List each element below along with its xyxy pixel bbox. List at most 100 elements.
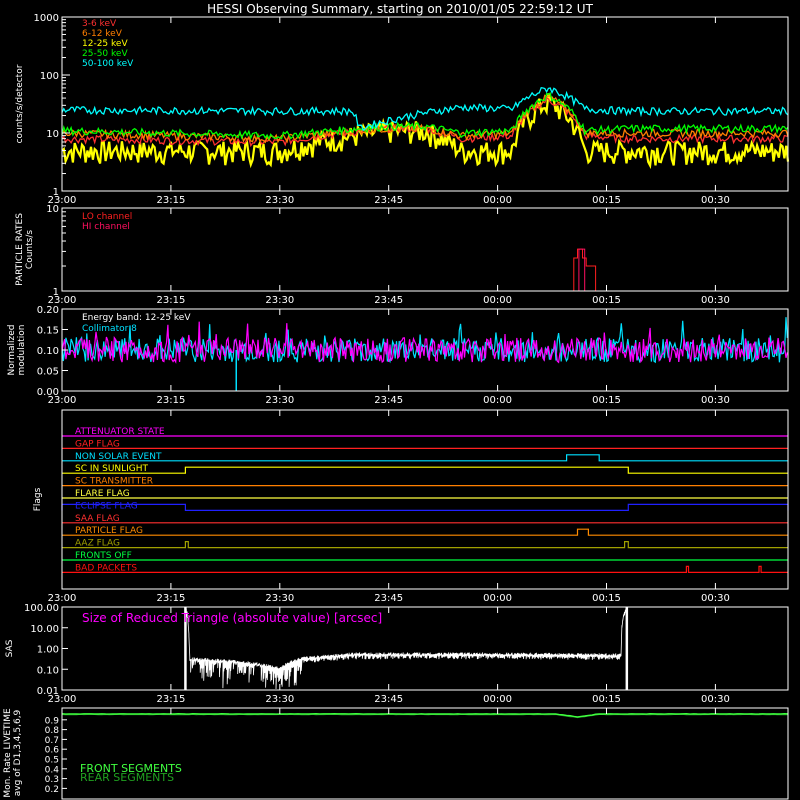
flag-line-PARTICLE-FLAG bbox=[62, 528, 788, 536]
legend-entry-LO-channel: LO channel bbox=[82, 212, 132, 222]
flags-ylabel: Flags bbox=[33, 487, 43, 511]
sas-trace bbox=[185, 607, 627, 690]
modulation-panel: 0.00 0.05 0.10 0.15 0.20 Normalizedmodulation… bbox=[7, 305, 789, 406]
modulation-ytick-label: 0.15 bbox=[37, 326, 59, 337]
sas-ylabel: SAS bbox=[5, 639, 15, 657]
count-rates-xtick-label: 23:30 bbox=[265, 195, 294, 206]
chart-title: HESSI Observing Summary, starting on 201… bbox=[207, 2, 593, 16]
flag-label-ECLIPSE-FLAG: ECLIPSE FLAG bbox=[75, 501, 138, 511]
modulation-xtick-label: 23:30 bbox=[265, 395, 294, 406]
count-rates-xtick-label: 00:15 bbox=[592, 195, 621, 206]
livetime-ytick-label: 0.8 bbox=[45, 726, 60, 736]
flags-xtick-label: 00:30 bbox=[701, 593, 730, 604]
series-line-FRONT-SEGMENTS bbox=[61, 712, 789, 718]
sas-xtick-label: 00:00 bbox=[483, 694, 512, 705]
flag-label-SC-IN-SUNLIGHT: SC IN SUNLIGHT bbox=[75, 464, 149, 474]
particle-rates-frame bbox=[61, 207, 789, 292]
particle-rates-xtick-label: 23:30 bbox=[265, 295, 294, 306]
count-rates-ytick-label: 100 bbox=[40, 71, 59, 82]
series-line-12-25-keV bbox=[61, 93, 790, 170]
count-rates-xtick-label: 00:30 bbox=[701, 195, 730, 206]
livetime-ytick-label: 0.7 bbox=[45, 736, 59, 746]
flag-label-FRONTS-OFF: FRONTS OFF bbox=[75, 551, 132, 561]
particle-rates-xtick-label: 00:15 bbox=[592, 295, 621, 306]
modulation-xtick-label: 23:00 bbox=[48, 395, 77, 406]
particle-rates-xtick-label: 23:45 bbox=[374, 295, 403, 306]
flag-label-PARTICLE-FLAG: PARTICLE FLAG bbox=[75, 526, 143, 536]
flags-frame bbox=[61, 409, 789, 590]
flags-xtick-label: 23:30 bbox=[265, 593, 294, 604]
modulation-xtick-label: 00:15 bbox=[592, 395, 621, 406]
particle-rates-ytick-label: 10 bbox=[46, 204, 59, 215]
count-rates-xtick-label: 23:45 bbox=[374, 195, 403, 206]
series-line-25-50-keV bbox=[61, 92, 789, 141]
sas-xtick-label: 23:30 bbox=[265, 694, 294, 705]
livetime-ytick-label: 0.3 bbox=[45, 775, 59, 785]
series-line-HI-channel bbox=[62, 248, 788, 292]
flag-label-GAP-FLAG: GAP FLAG bbox=[75, 439, 120, 449]
modulation-ylabel: Normalizedmodulation bbox=[7, 324, 27, 375]
flags-panel: ATTENUATOR STATE GAP FLAG NON SOLAR EVENT S… bbox=[33, 409, 789, 604]
modulation-ytick-label: 0.20 bbox=[37, 305, 59, 316]
legend-entry-12-25-keV: 12-25 keV bbox=[82, 39, 128, 49]
legend-entry-FRONT-SEGMENTS: FRONT SEGMENTS bbox=[80, 762, 182, 775]
sas-panel: 0.01 0.10 1.00 10.00 100.00 SAS 23:00 23:15 23:3… bbox=[5, 603, 789, 705]
series-line-LO-channel bbox=[62, 248, 788, 292]
flag-label-SAA-FLAG: SAA FLAG bbox=[75, 514, 120, 524]
livetime-ytick-label: 0.6 bbox=[45, 746, 60, 756]
count-rates-xtick-label: 23:00 bbox=[48, 195, 77, 206]
legend-entry-HI-channel: HI channel bbox=[82, 222, 130, 232]
flags-xtick-label: 23:00 bbox=[48, 593, 77, 604]
sas-ytick-label: 0.10 bbox=[37, 665, 59, 676]
flag-line-ECLIPSE-FLAG bbox=[61, 503, 789, 511]
modulation-ytick-label: 0.00 bbox=[37, 387, 59, 398]
flag-line-NON-SOLAR-EVENT bbox=[62, 454, 788, 462]
flag-label-FLARE-FLAG: FLARE FLAG bbox=[75, 489, 130, 499]
modulation-xtick-label: 23:15 bbox=[156, 395, 185, 406]
livetime-panel: 0.90.80.70.60.50.40.30.2 Mon. Rate LIVETI… bbox=[3, 707, 789, 800]
flag-label-SC-TRANSMITTER: SC TRANSMITTER bbox=[75, 477, 153, 487]
legend-entry-6-12-keV: 6-12 keV bbox=[82, 29, 123, 39]
flags-xtick-label: 00:00 bbox=[483, 593, 512, 604]
modulation-ytick-label: 0.10 bbox=[37, 346, 59, 357]
legend-entry-25-50-keV: 25-50 keV bbox=[82, 49, 128, 59]
particle-rates-panel: 1 10 PARTICLE RATESCounts/s 23:00 23:15 23:30… bbox=[15, 204, 789, 306]
series-line-6-12-keV bbox=[61, 94, 789, 144]
livetime-ytick-label: 0.9 bbox=[45, 716, 60, 726]
count-rates-frame bbox=[61, 16, 789, 192]
flag-label-ATTENUATOR-STATE: ATTENUATOR STATE bbox=[75, 427, 165, 437]
flag-line-AAZ-FLAG bbox=[62, 541, 788, 549]
flags-xtick-label: 00:15 bbox=[592, 593, 621, 604]
flag-label-NON-SOLAR-EVENT: NON SOLAR EVENT bbox=[75, 452, 162, 462]
particle-rates-xtick-label: 23:15 bbox=[156, 295, 185, 306]
sas-ytick-label: 10.00 bbox=[30, 624, 59, 635]
particle-rates-xtick-label: 00:00 bbox=[483, 295, 512, 306]
sas-ytick-label: 1.00 bbox=[37, 645, 59, 656]
sas-xtick-label: 23:45 bbox=[374, 694, 403, 705]
livetime-ytick-label: 0.5 bbox=[45, 756, 59, 766]
particle-rates-xtick-label: 23:00 bbox=[48, 295, 77, 306]
sas-xtick-label: 23:00 bbox=[48, 694, 77, 705]
count-rates-ytick-label: 1 bbox=[53, 187, 59, 198]
sas-annotation: Size of Reduced Triangle (absolute value… bbox=[82, 611, 382, 625]
flags-xtick-label: 23:45 bbox=[374, 593, 403, 604]
count-rates-panel: 1 10 100 1000 counts/s/detector 23:00 23:15 23:… bbox=[15, 13, 790, 206]
sas-xtick-label: 00:15 bbox=[592, 694, 621, 705]
sas-ytick-label: 0.01 bbox=[37, 686, 59, 697]
sas-ytick-label: 100.00 bbox=[24, 603, 59, 614]
modulation-ytick-label: 0.05 bbox=[37, 367, 59, 378]
flag-label-AAZ-FLAG: AAZ FLAG bbox=[75, 539, 120, 549]
modulation-energy-band-label: Energy band: 12-25 keV bbox=[82, 313, 191, 323]
legend-entry-50-100-keV: 50-100 keV bbox=[82, 59, 134, 69]
legend-entry-3-6-keV: 3-6 keV bbox=[82, 19, 117, 29]
series-line-50-100-keV bbox=[61, 86, 789, 132]
flag-line-SC-IN-SUNLIGHT bbox=[62, 466, 788, 474]
modulation-xtick-label: 00:30 bbox=[701, 395, 730, 406]
modulation-xtick-label: 23:45 bbox=[374, 395, 403, 406]
modulation-trace-band bbox=[61, 321, 788, 364]
count-rates-xtick-label: 00:00 bbox=[483, 195, 512, 206]
modulation-xtick-label: 00:00 bbox=[483, 395, 512, 406]
sas-xtick-label: 00:30 bbox=[701, 694, 730, 705]
flag-line-BAD-PACKETS bbox=[62, 565, 788, 573]
count-rates-ytick-label: 10 bbox=[46, 129, 59, 140]
